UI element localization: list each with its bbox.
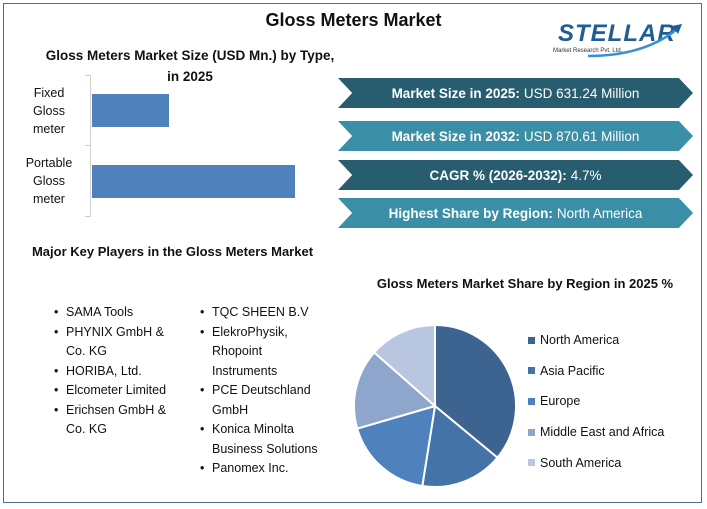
key-player-item: Erichsen GmbH & Co. KG <box>54 401 174 440</box>
pie-legend: North America Asia Pacific Europe Middle Ea… <box>528 325 664 478</box>
bar-label-fixed: Fixed Gloss meter <box>33 86 65 136</box>
bar-chart-title: Gloss Meters Market Size (USD Mn.) by Ty… <box>45 48 335 84</box>
key-player-item: ElekroPhysik, Rhopoint Instruments <box>200 323 325 382</box>
stat-banner-market-size-2032: Market Size in 2032: USD 870.61 Million <box>338 121 693 151</box>
pie-slice-middle-east-and-africa <box>353 351 438 430</box>
key-player-item: TQC SHEEN B.V <box>200 303 325 323</box>
stat-banner-cagr: CAGR % (2026-2032): 4.7% <box>338 160 693 190</box>
key-players-column-2: TQC SHEEN B.VElekroPhysik, Rhopoint Inst… <box>200 303 325 479</box>
stat-label: Highest Share by Region: <box>388 205 553 221</box>
legend-item: Middle East and Africa <box>528 417 664 448</box>
bar-portable-gloss-meter <box>92 165 295 198</box>
legend-label: Asia Pacific <box>540 363 605 378</box>
stat-banner-highest-share: Highest Share by Region: North America <box>338 198 693 228</box>
pie-slice-south-america <box>372 323 436 409</box>
legend-swatch <box>528 336 535 344</box>
stat-value: USD 631.24 Million <box>523 85 640 101</box>
axis-tick <box>85 145 91 146</box>
arrow-up-right-icon <box>587 24 682 58</box>
legend-item: North America <box>528 325 664 356</box>
key-players-column-1: SAMA ToolsPHYNIX GmbH & Co. KGHORIBA, Lt… <box>54 303 174 440</box>
legend-swatch <box>528 459 535 467</box>
stellar-logo: STELLAR Market Research Pvt. Ltd. <box>548 18 688 62</box>
legend-item: South America <box>528 447 664 478</box>
pie-slice-north-america <box>434 323 517 460</box>
pie-slice-asia-pacific <box>421 404 499 488</box>
key-player-item: PCE Deutschland GmbH <box>200 381 325 420</box>
key-player-item: PHYNIX GmbH & Co. KG <box>54 323 174 362</box>
key-player-item: HORIBA, Ltd. <box>54 362 174 382</box>
infographic-frame <box>3 3 702 503</box>
key-players-title: Major Key Players in the Gloss Meters Ma… <box>31 244 314 259</box>
stat-banner-market-size-2025: Market Size in 2025: USD 631.24 Million <box>338 78 693 108</box>
legend-label: South America <box>540 455 622 470</box>
pie-chart-title: Gloss Meters Market Share by Region in 2… <box>376 276 674 291</box>
legend-label: Middle East and Africa <box>540 425 665 440</box>
key-player-item: Konica Minolta Business Solutions <box>200 420 325 459</box>
pie-chart <box>353 323 517 488</box>
stat-label: CAGR % (2026-2032): <box>429 167 567 183</box>
legend-label: North America <box>540 333 620 348</box>
key-player-item: Elcometer Limited <box>54 381 174 401</box>
page-title: Gloss Meters Market <box>265 10 442 30</box>
axis-tick <box>85 216 91 217</box>
legend-swatch <box>528 428 535 436</box>
legend-swatch <box>528 397 535 405</box>
stat-label: Market Size in 2032: <box>391 128 520 144</box>
bar-fixed-gloss-meter <box>92 94 170 127</box>
stat-value: North America <box>556 205 643 221</box>
stat-label: Market Size in 2025: <box>391 85 520 101</box>
logo-tagline: Market Research Pvt. Ltd. <box>553 48 623 54</box>
key-player-item: SAMA Tools <box>54 303 174 323</box>
bar-label-portable: Portable Gloss meter <box>25 156 73 206</box>
stat-value: 4.7% <box>570 167 602 183</box>
legend-swatch <box>528 367 535 375</box>
axis-tick <box>85 75 91 76</box>
key-player-item: Panomex Inc. <box>200 459 325 479</box>
stat-value: USD 870.61 Million <box>523 128 640 144</box>
pie-slice-europe <box>355 404 437 488</box>
legend-item: Asia Pacific <box>528 356 664 387</box>
legend-label: Europe <box>540 394 581 409</box>
legend-item: Europe <box>528 386 664 417</box>
